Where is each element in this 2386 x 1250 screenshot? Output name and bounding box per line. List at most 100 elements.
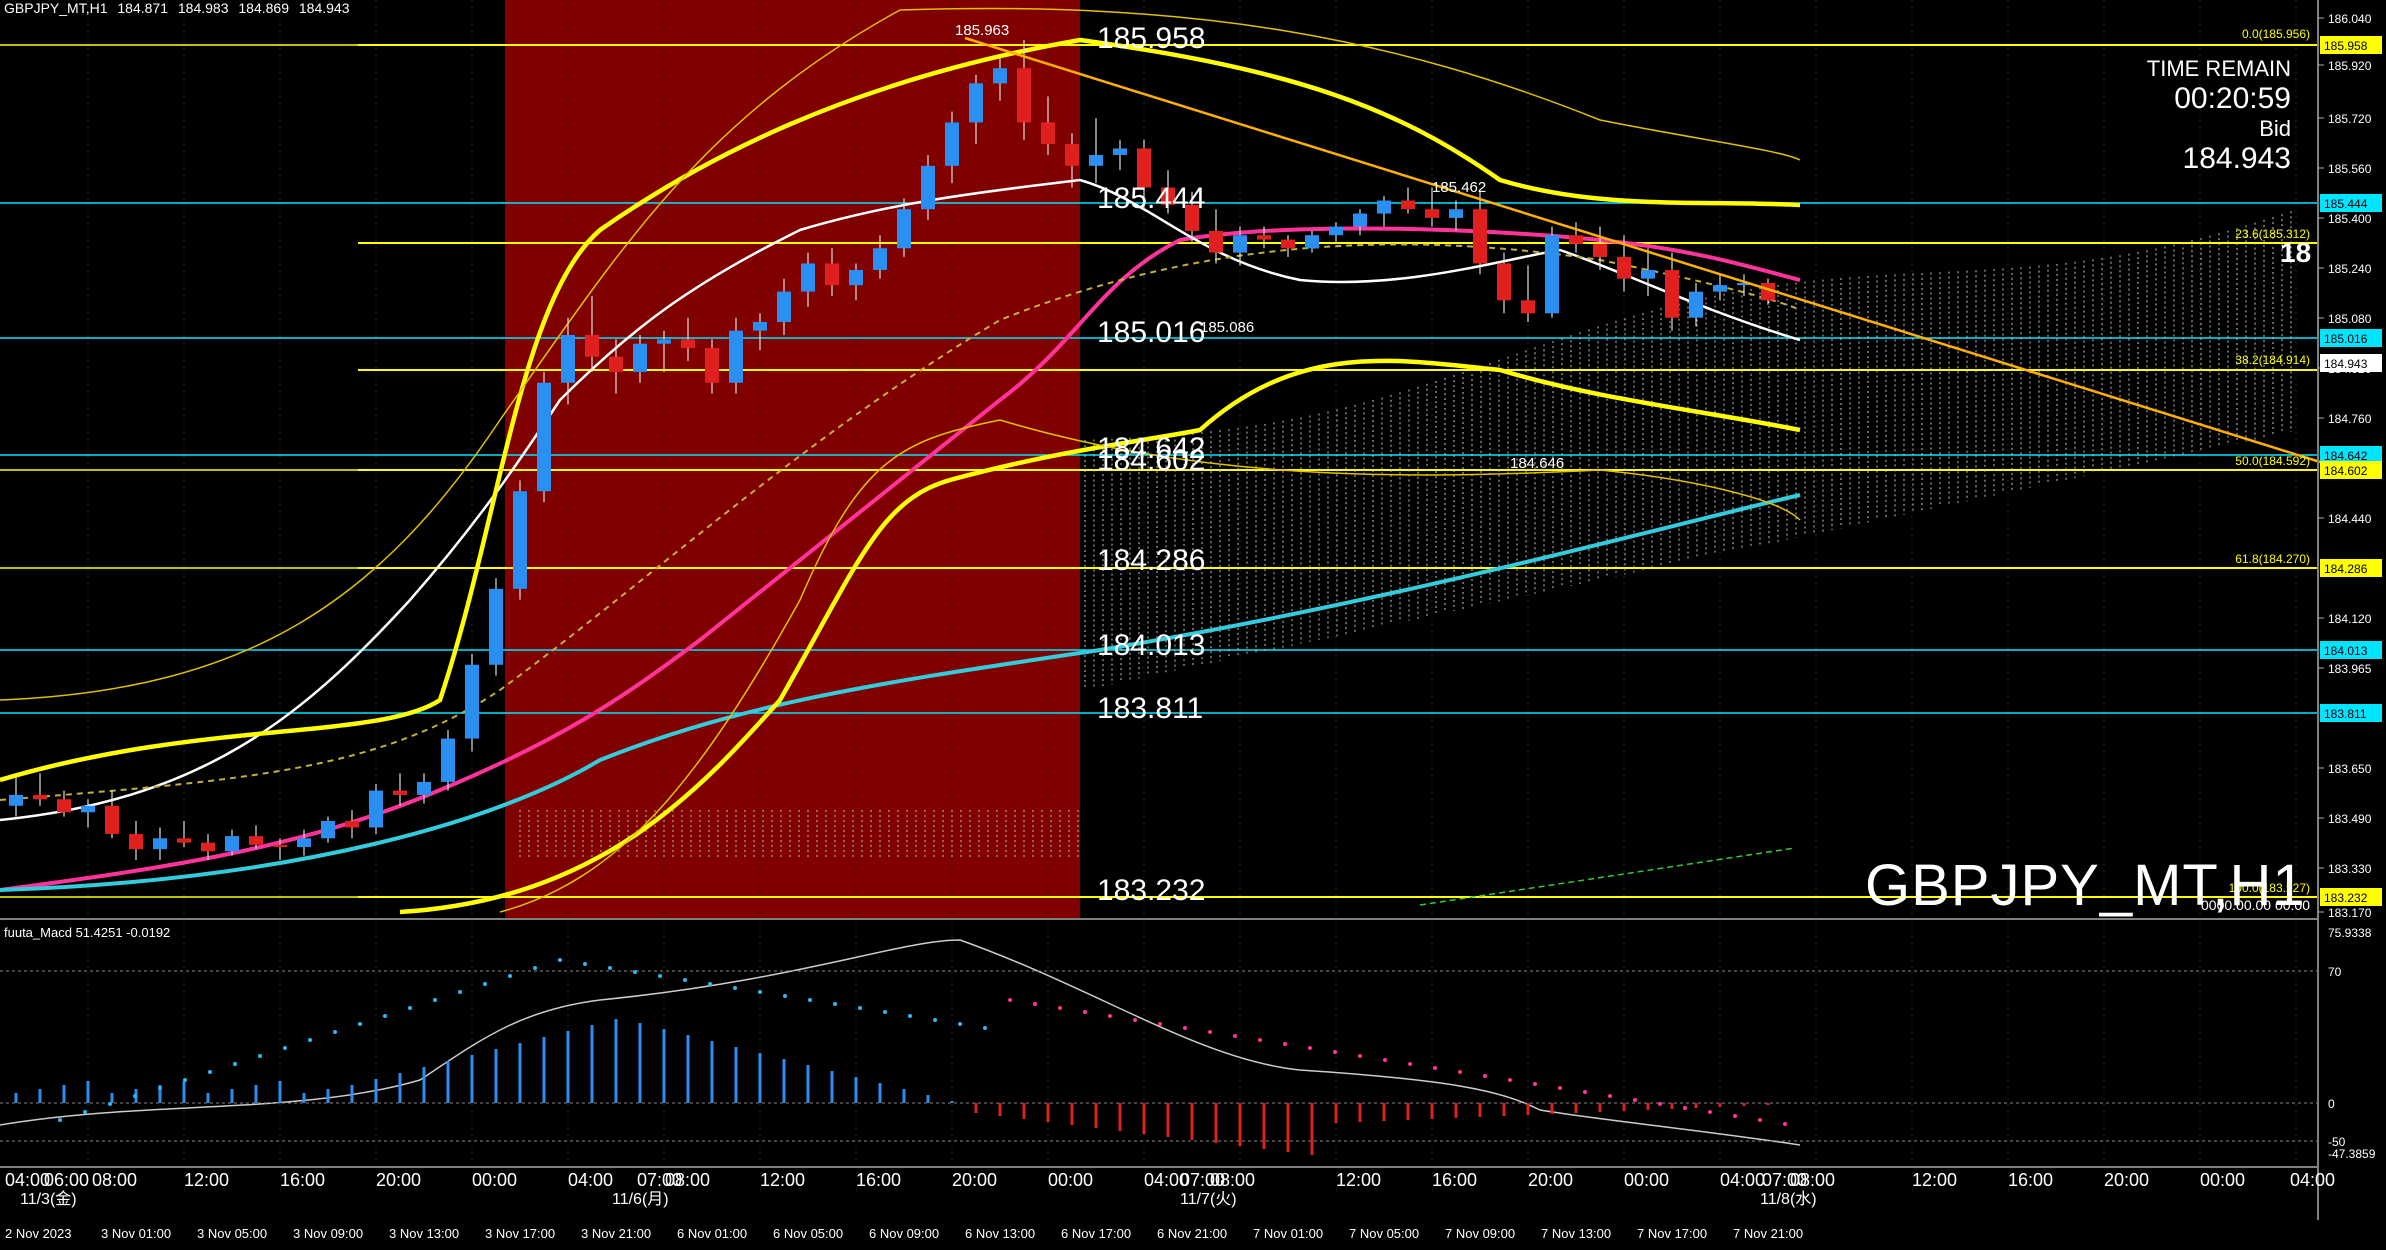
bull-candle [897,209,911,249]
fib-label: 61.8(184.270) [2235,552,2310,566]
ichimoku-cloud [519,211,2292,860]
bid-label: Bid [2259,116,2291,141]
price-tick: 184.120 [2328,612,2372,626]
date-label: 11/8(水) [1760,1190,1817,1208]
bull-candle [633,343,647,372]
macd-dot [1083,1010,1087,1014]
bottom-time-label: 6 Nov 09:00 [869,1226,939,1241]
date-label: 11/3(金) [20,1190,77,1208]
bottom-time-label: 6 Nov 01:00 [677,1226,747,1241]
price-tick: 184.286 [2324,562,2368,576]
ma-white [0,178,1801,822]
macd-dot [1333,1050,1337,1054]
bb-outer [0,7,1801,701]
open-value: 184.871 [117,0,168,16]
bear-candle [1017,68,1031,123]
bear-candle [33,794,47,800]
bull-candle [369,790,383,828]
macd-dot [883,1010,887,1014]
macd-dot [308,1038,312,1042]
level-label: 185.444 [1097,182,1205,215]
bear-candle [1569,235,1583,244]
bull-candle [1545,235,1559,314]
macd-dot [958,1022,962,1026]
price-tick: 184.013 [2324,644,2368,658]
macd-dot [1133,1018,1137,1022]
bull-candle [777,291,791,323]
price-tick: 183.650 [2328,762,2372,776]
ma-cyan [0,493,1801,892]
bull-candle [153,838,167,850]
right-cut-label: 18 [2280,237,2311,268]
bottom-time-label: 6 Nov 13:00 [965,1226,1035,1241]
macd-dot [658,974,662,978]
macd-dot [1208,1030,1212,1034]
bear-candle [273,844,287,847]
low-annotation: 184.646 [1510,455,1564,472]
bottom-time-label: 3 Nov 05:00 [197,1226,267,1241]
bull-candle [321,820,335,839]
price-axis[interactable]: 186.040 185.958 185.920 185.720 185.560 185.4… [2318,12,2382,920]
time-remain-value: 00:20:59 [2174,82,2291,115]
macd-tick: -50 [2328,1135,2346,1149]
time-label: 20:00 [2104,1170,2149,1190]
bottom-time-label: 3 Nov 13:00 [389,1226,459,1241]
bull-candle [417,781,431,795]
current-price-tag [2320,354,2382,372]
fib-label: 100.0(183.227) [2229,881,2310,895]
bull-candle [537,382,551,492]
price-tick: 185.016 [2324,332,2368,346]
symbol-watermark: GBPJPY_MT,H1 [1865,853,2306,918]
macd-dot [533,966,537,970]
bull-candle [1089,154,1103,166]
macd-dot [758,990,762,994]
bull-candle [9,794,23,806]
macd-tick: -47.3859 [2328,1147,2376,1161]
price-tick: 185.720 [2328,112,2372,126]
macd-dot [1783,1122,1787,1126]
bottom-time-label: 3 Nov 09:00 [293,1226,363,1241]
macd-dot [683,978,687,982]
level-label: 184.642 [1097,432,1205,465]
macd-dot [1458,1070,1462,1074]
macd-dot [433,998,437,1002]
bear-candle [345,820,359,828]
bear-candle [201,842,215,852]
bear-candle [609,356,623,372]
bull-candle [1305,235,1319,249]
level-label: 184.013 [1097,629,1205,662]
bottom-time-label: 7 Nov 01:00 [1253,1226,1323,1241]
macd-dot [1608,1094,1612,1098]
bear-candle [1665,269,1679,318]
bull-candle [441,738,455,782]
bear-candle [1473,209,1487,264]
bear-candle [393,790,407,795]
time-label: 00:00 [2200,1170,2245,1190]
macd-dot [733,986,737,990]
macd-dot [1558,1086,1562,1090]
macd-tick: 0 [2328,1097,2335,1111]
time-label: 04:00 [5,1170,50,1190]
macd-dot [1683,1106,1687,1110]
bear-candle [1065,144,1079,166]
time-label: 12:00 [1912,1170,1957,1190]
time-label: 12:00 [1336,1170,1381,1190]
trend-line-2[interactable] [1419,847,1796,906]
macd-dot [233,1062,237,1066]
trend-line[interactable] [964,36,2321,464]
macd-dot [1633,1098,1637,1102]
macd-dot [1583,1090,1587,1094]
level-label: 183.232 [1097,874,1205,907]
macd-dot [833,1002,837,1006]
time-label: 00:00 [1048,1170,1093,1190]
session-highlight [505,0,1080,918]
bull-candle [561,335,575,383]
level-label: 184.602 [1097,444,1205,477]
bear-candle [1185,204,1199,231]
macd-dot [383,1014,387,1018]
macd-dot [408,1006,412,1010]
bear-candle [1521,300,1535,314]
